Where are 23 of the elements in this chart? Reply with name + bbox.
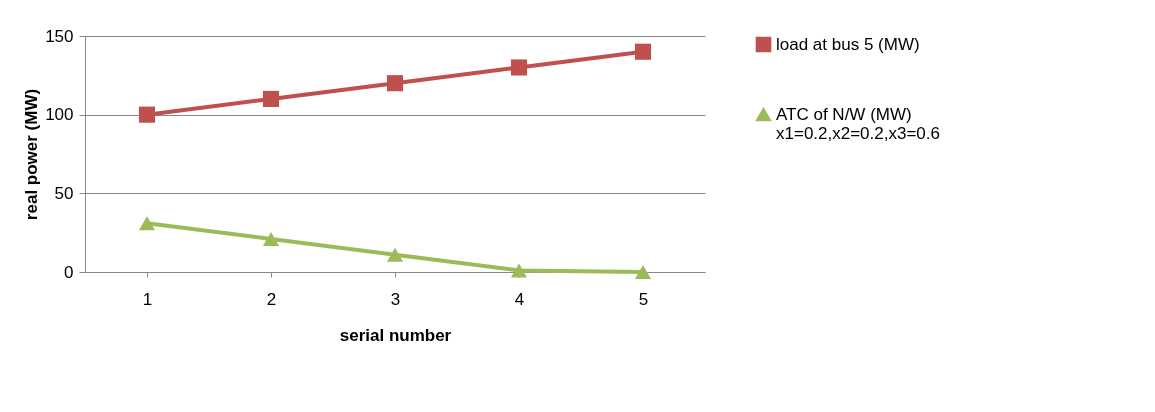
legend-label: ATC of N/W (MW) x1=0.2,x2=0.2,x3=0.6 [776,104,940,143]
point [634,43,652,60]
x-tick-label: 1 [142,289,153,309]
point [138,216,156,231]
x-axis-title: serial number [339,325,452,345]
y-tick-label: 100 [45,105,74,125]
point [262,90,280,107]
point [386,75,404,92]
x-tick-label: 2 [266,289,277,309]
point [634,265,652,279]
legend-label: load at bus 5 (MW) [776,34,920,54]
y-tick-label: 150 [45,26,74,46]
x-tick-label: 3 [390,289,401,309]
y-axis-title: real power (MW) [22,88,42,221]
point [510,263,528,278]
x-tick-label: 4 [514,289,525,309]
x-tick-label: 5 [638,289,649,309]
y-tick-label: 0 [64,262,74,282]
point [510,59,528,76]
point [138,106,156,123]
point [386,247,404,262]
point [262,231,280,246]
y-tick-label: 50 [54,183,74,203]
